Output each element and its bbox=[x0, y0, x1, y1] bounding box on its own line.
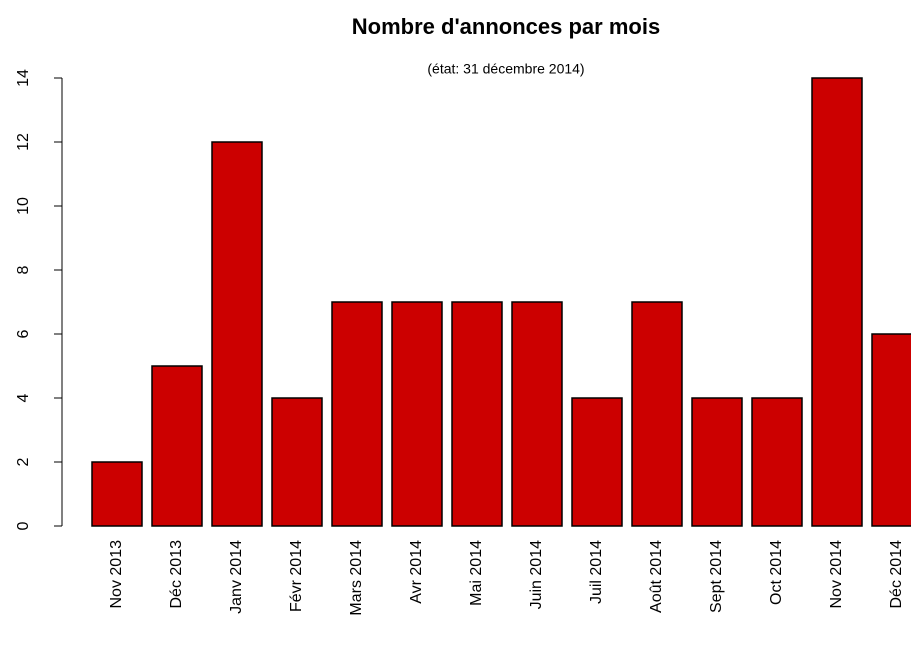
bar bbox=[691, 397, 743, 527]
chart-subtitle: (état: 31 décembre 2014) bbox=[427, 61, 584, 77]
y-tick-label: 12 bbox=[15, 133, 32, 151]
bar bbox=[451, 301, 503, 527]
x-tick-label: Juil 2014 bbox=[588, 540, 605, 604]
x-tick-label: Nov 2014 bbox=[828, 540, 845, 609]
bar bbox=[151, 365, 203, 527]
x-tick-label: Févr 2014 bbox=[288, 540, 305, 612]
x-tick-label: Août 2014 bbox=[648, 540, 665, 613]
y-tick-label: 4 bbox=[15, 393, 32, 402]
y-tick-label: 0 bbox=[15, 521, 32, 530]
y-tick-label: 2 bbox=[15, 457, 32, 466]
y-tick-label: 8 bbox=[15, 265, 32, 274]
x-tick-label: Mars 2014 bbox=[348, 540, 365, 616]
x-tick-label: Mai 2014 bbox=[468, 540, 485, 606]
bar bbox=[751, 397, 803, 527]
bar bbox=[391, 301, 443, 527]
y-tick-label: 14 bbox=[15, 69, 32, 87]
x-tick-label: Sept 2014 bbox=[708, 540, 725, 613]
chart-title: Nombre d'annonces par mois bbox=[352, 14, 660, 39]
x-tick-label: Juin 2014 bbox=[528, 540, 545, 609]
bar bbox=[331, 301, 383, 527]
x-tick-label: Janv 2014 bbox=[228, 540, 245, 614]
y-tick-label: 10 bbox=[15, 197, 32, 215]
x-tick-label: Déc 2014 bbox=[888, 540, 905, 609]
x-tick-label: Nov 2013 bbox=[108, 540, 125, 609]
bar bbox=[511, 301, 563, 527]
bar bbox=[811, 77, 863, 527]
bar bbox=[271, 397, 323, 527]
x-tick-label: Avr 2014 bbox=[408, 540, 425, 604]
x-tick-label: Oct 2014 bbox=[768, 540, 785, 605]
y-tick-label: 6 bbox=[15, 329, 32, 338]
bar bbox=[571, 397, 623, 527]
x-tick-label: Déc 2013 bbox=[168, 540, 185, 609]
bar bbox=[871, 333, 911, 527]
bar bbox=[91, 461, 143, 527]
bar bbox=[631, 301, 683, 527]
bar bbox=[211, 141, 263, 527]
